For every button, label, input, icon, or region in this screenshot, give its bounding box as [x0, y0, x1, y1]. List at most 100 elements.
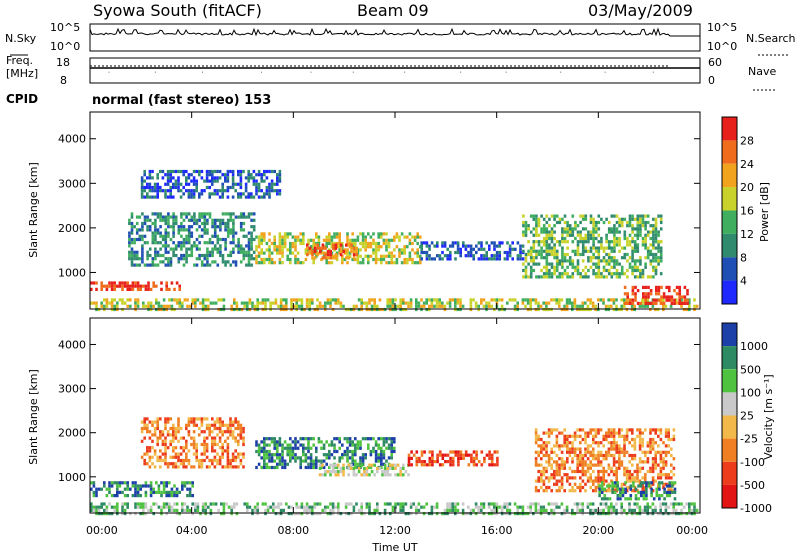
echo-cell	[571, 230, 575, 234]
echo-cell	[273, 443, 276, 447]
echo-cell	[464, 453, 468, 457]
echo-cell	[156, 185, 159, 190]
echo-cell	[561, 236, 564, 241]
x-tick-label: 16:00	[481, 524, 513, 537]
echo-cell	[278, 176, 282, 180]
echo-cell	[203, 253, 207, 258]
echo-cell	[568, 434, 572, 438]
echo-cell	[615, 469, 618, 474]
echo-cell	[415, 512, 418, 516]
echo-cell	[416, 241, 419, 246]
echo-cell	[398, 254, 401, 258]
echo-cell	[646, 505, 649, 509]
echo-cell	[374, 453, 378, 457]
echo-cell	[524, 230, 528, 234]
echo-cell	[292, 304, 296, 308]
echo-cell	[629, 484, 633, 488]
echo-cell	[628, 453, 631, 458]
echo-cell	[550, 214, 554, 218]
echo-cell	[154, 257, 157, 261]
y-tick-label: 1000	[58, 266, 86, 279]
echo-cell	[550, 489, 553, 493]
echo-cell	[299, 437, 302, 441]
echo-cell	[333, 456, 336, 460]
echo-cell	[508, 254, 512, 258]
echo-cell	[594, 485, 598, 490]
echo-cell	[302, 235, 305, 239]
echo-cell	[592, 447, 595, 451]
echo-cell	[407, 456, 411, 460]
echo-cell	[181, 487, 184, 491]
echo-cell	[399, 304, 402, 308]
echo-cell	[162, 490, 166, 494]
echo-cell	[576, 469, 579, 474]
echo-cell	[356, 446, 360, 450]
echo-cell	[390, 238, 393, 242]
echo-cell	[148, 195, 152, 199]
echo-cell	[130, 247, 134, 251]
colorbar-segment	[722, 257, 737, 281]
echo-cell	[605, 469, 608, 474]
echo-cell	[346, 449, 349, 454]
echo-cell	[187, 192, 191, 196]
echo-cell	[417, 502, 421, 506]
echo-cell	[172, 439, 175, 443]
echo-cell	[148, 420, 152, 424]
echo-cell	[618, 447, 621, 451]
echo-cell	[607, 259, 611, 263]
echo-cell	[219, 218, 222, 222]
echo-cell	[657, 246, 660, 250]
echo-cell	[545, 268, 549, 273]
echo-cell	[148, 247, 152, 251]
echo-cell	[537, 252, 541, 257]
echo-cell	[641, 476, 644, 480]
echo-cell	[172, 436, 175, 440]
echo-cell	[92, 508, 96, 512]
echo-cell	[631, 230, 634, 234]
echo-cell	[498, 257, 501, 261]
echo-cell	[613, 265, 616, 269]
echo-cell	[380, 465, 383, 470]
echo-cell	[139, 284, 142, 288]
echo-cell	[646, 256, 650, 260]
echo-cell	[623, 256, 627, 260]
echo-cell	[646, 230, 650, 234]
echo-cell	[135, 257, 139, 261]
echo-cell	[294, 440, 297, 444]
colorbar-segment	[722, 369, 737, 393]
echo-cell	[594, 224, 598, 228]
echo-cell	[448, 304, 452, 308]
echo-cell	[159, 449, 162, 453]
echo-cell	[294, 241, 297, 246]
echo-cell	[480, 502, 483, 506]
colorbar-segment	[722, 484, 737, 508]
echo-cell	[368, 512, 371, 516]
echo-cell	[355, 249, 358, 254]
echo-cell	[493, 298, 496, 302]
echo-cell	[268, 456, 271, 460]
echo-cell	[459, 247, 462, 251]
echo-cell	[186, 304, 189, 308]
echo-cell	[309, 462, 313, 466]
echo-cell	[205, 169, 209, 174]
echo-cell	[169, 185, 172, 190]
echo-cell	[495, 298, 499, 302]
echo-cell	[260, 449, 263, 454]
echo-cell	[641, 437, 644, 442]
echo-cell	[360, 463, 363, 467]
echo-cell	[136, 502, 140, 506]
echo-cell	[581, 485, 585, 490]
echo-cell	[229, 426, 232, 431]
echo-cell	[579, 463, 582, 467]
echo-cell	[156, 439, 159, 443]
echo-cell	[136, 505, 140, 509]
echo-cell	[141, 260, 144, 264]
echo-cell	[563, 252, 567, 257]
echo-cell	[441, 250, 444, 255]
echo-cell	[610, 479, 613, 483]
echo-cell	[333, 446, 336, 450]
colorbar-tick-label: -25	[740, 433, 758, 446]
echo-cell	[226, 173, 230, 177]
echo-cell	[629, 301, 632, 305]
echo-cell	[435, 512, 439, 516]
